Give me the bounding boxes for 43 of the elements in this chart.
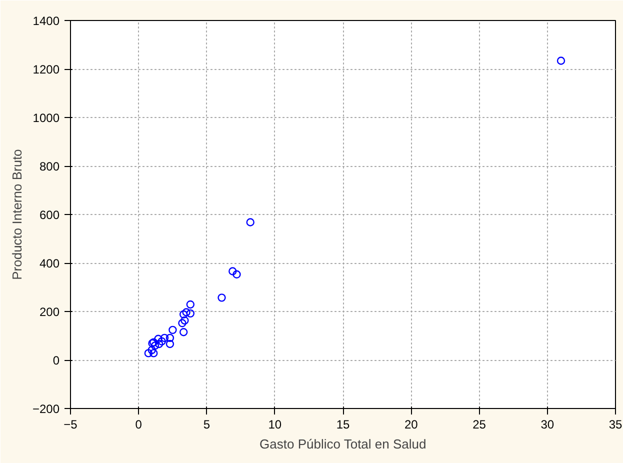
point [179,328,188,336]
x-tick-label: 10 [268,418,282,432]
x-tick-label: 15 [336,418,350,432]
y-tick-label: 1200 [32,62,60,76]
point [148,346,156,354]
point [178,319,186,328]
y-tick-label: 1400 [32,14,60,28]
y-axis-title: Producto Interno Bruto [9,149,24,280]
point [166,334,174,342]
point [218,294,226,302]
x-tick-label: 35 [608,418,622,432]
point [186,309,194,318]
point [186,300,194,309]
x-tick-label: 0 [135,418,142,432]
point [228,267,237,276]
x-tick-label: 25 [472,418,486,432]
x-tick-label: 30 [540,418,554,432]
point [179,310,188,319]
point [232,270,241,278]
point [246,218,254,226]
y-tick-label: 200 [39,305,60,319]
point [160,334,169,342]
point [180,316,189,325]
point [150,349,158,358]
point [158,337,166,346]
y-tick-label: 400 [39,256,60,270]
point [168,326,177,334]
y-tick-label: 600 [39,208,60,222]
y-tick-label: −200 [32,402,60,416]
y-tick-label: 800 [39,160,60,174]
point [150,342,160,350]
x-tick-label: 5 [203,418,210,432]
point [144,349,153,358]
x-tick-label: 20 [404,418,418,432]
y-tick-label: 0 [52,354,60,368]
point [154,334,162,343]
x-tick-label: −5 [64,418,78,432]
point [166,340,174,348]
x-axis-title: Gasto Público Total en Salud [260,436,426,452]
point [182,308,190,316]
point [154,340,164,348]
y-tick-label: 1000 [32,111,60,125]
point [556,56,566,65]
